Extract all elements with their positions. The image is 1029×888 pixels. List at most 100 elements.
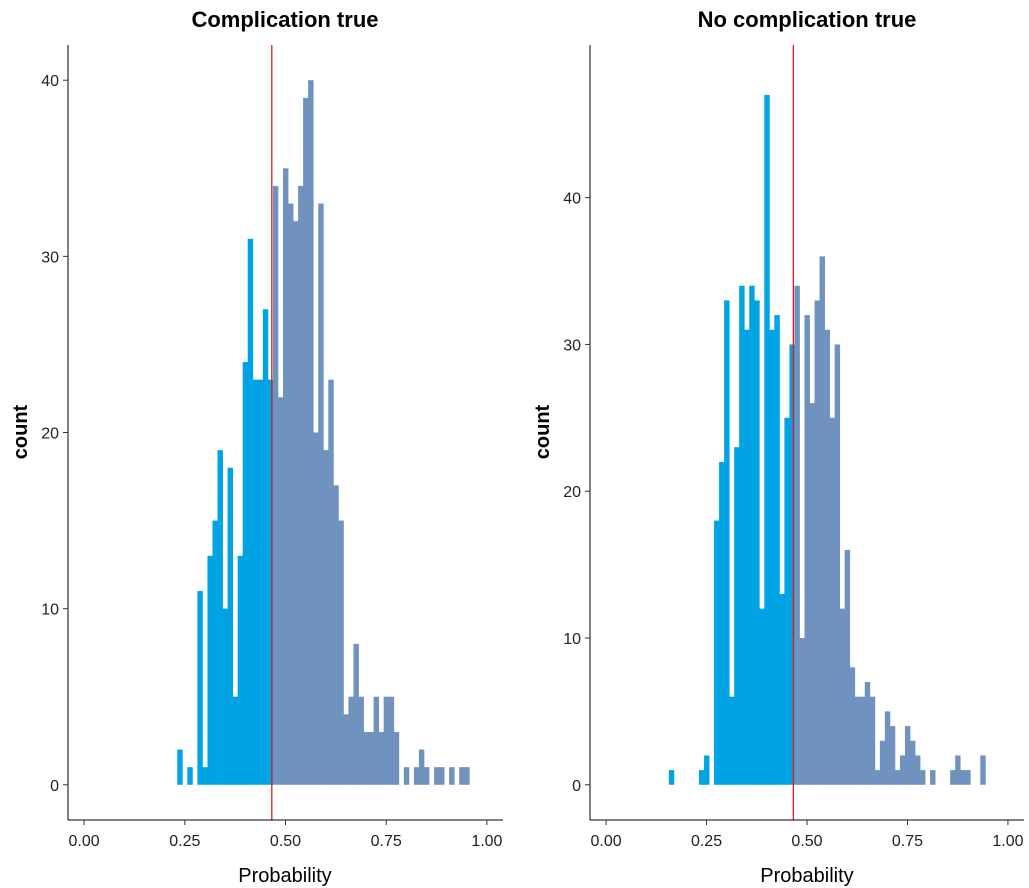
histogram-bar bbox=[704, 755, 710, 785]
histogram-bar bbox=[779, 593, 785, 785]
histogram-bar bbox=[222, 608, 228, 785]
histogram-bar bbox=[363, 731, 369, 785]
x-ticks: 0.00 0.25 0.50 0.75 1.00 bbox=[69, 820, 503, 850]
histogram-bar bbox=[819, 256, 825, 785]
histogram-bar bbox=[393, 731, 400, 785]
histogram-bar bbox=[744, 329, 750, 785]
histogram-bar bbox=[177, 749, 183, 785]
histogram-bar bbox=[930, 770, 936, 785]
histogram-bar bbox=[267, 379, 274, 785]
histogram-bar bbox=[247, 238, 254, 785]
histogram-bar bbox=[439, 767, 445, 785]
x-tick-label: 1.00 bbox=[471, 833, 502, 850]
histogram-bar bbox=[889, 726, 896, 785]
y-tick-label: 10 bbox=[41, 602, 59, 619]
histogram-bar bbox=[699, 770, 705, 785]
histogram-bar bbox=[869, 696, 876, 785]
histogram-bar bbox=[734, 447, 740, 785]
histogram-bar bbox=[313, 432, 319, 785]
histogram-bar bbox=[894, 770, 901, 785]
y-ticks: 0 10 20 30 40 bbox=[41, 73, 68, 795]
x-tick-label: 0.00 bbox=[69, 833, 100, 850]
histogram-bar bbox=[839, 608, 846, 785]
panel-title: Complication true bbox=[191, 7, 378, 32]
histogram-bar bbox=[764, 94, 770, 785]
histogram-bar bbox=[754, 300, 760, 785]
histogram-bar bbox=[368, 731, 374, 785]
histogram-bar bbox=[187, 767, 193, 785]
histogram-bar bbox=[403, 767, 410, 785]
histogram-bar bbox=[343, 714, 349, 785]
histogram-bar bbox=[293, 221, 299, 785]
histogram-bar bbox=[899, 755, 906, 785]
y-tick-label: 20 bbox=[41, 426, 59, 443]
histogram-bar bbox=[739, 285, 745, 785]
histogram-bar bbox=[212, 520, 218, 785]
histogram-bar bbox=[232, 696, 239, 785]
histogram-bar bbox=[915, 755, 921, 785]
histogram-bar bbox=[272, 185, 279, 785]
histogram-bar bbox=[774, 315, 780, 785]
histogram-bar bbox=[844, 549, 851, 785]
histogram-bar bbox=[449, 767, 455, 785]
y-axis-title: count bbox=[532, 404, 554, 459]
histogram-bar bbox=[769, 329, 775, 785]
histogram-bar bbox=[227, 467, 234, 785]
histogram-bar bbox=[884, 711, 891, 785]
x-tick-label: 0.00 bbox=[591, 833, 622, 850]
histogram-bar bbox=[464, 767, 470, 785]
histogram-bar bbox=[724, 300, 730, 785]
histogram-bar bbox=[719, 461, 725, 785]
histogram-bar bbox=[859, 696, 866, 785]
y-ticks: 0 10 20 30 40 bbox=[563, 191, 590, 795]
histogram-bar bbox=[413, 767, 420, 785]
histogram-bar bbox=[323, 450, 329, 785]
y-axis-title: count bbox=[10, 404, 32, 459]
y-tick-label: 30 bbox=[41, 249, 59, 266]
histogram-bar bbox=[980, 755, 986, 785]
histogram-bar bbox=[434, 767, 440, 785]
histogram-bar bbox=[824, 329, 830, 785]
histogram-bars bbox=[177, 80, 470, 785]
histogram-bar bbox=[794, 285, 800, 785]
histogram-bar bbox=[282, 168, 289, 785]
histogram-bar bbox=[257, 379, 264, 785]
histogram-bar bbox=[879, 740, 886, 785]
histogram-bar bbox=[318, 203, 324, 785]
x-tick-label: 0.50 bbox=[791, 833, 822, 850]
histogram-bar bbox=[388, 696, 395, 785]
histogram-bar bbox=[965, 770, 971, 785]
histogram-bar bbox=[814, 300, 820, 785]
histogram-bar bbox=[784, 417, 790, 785]
y-tick-label: 30 bbox=[563, 337, 581, 354]
x-tick-label: 0.25 bbox=[169, 833, 200, 850]
histogram-bar bbox=[729, 696, 735, 785]
histogram-bar bbox=[378, 731, 385, 785]
histogram-bar bbox=[303, 97, 309, 785]
histogram-bar bbox=[418, 749, 425, 785]
histogram-bar bbox=[950, 770, 956, 785]
histogram-bar bbox=[829, 417, 836, 785]
histogram-bar bbox=[262, 309, 269, 785]
panel-title: No complication true bbox=[698, 7, 917, 32]
histogram-bar bbox=[864, 682, 871, 785]
x-tick-label: 0.50 bbox=[270, 833, 301, 850]
x-axis-title: Probability bbox=[238, 865, 331, 887]
histogram-bar bbox=[904, 726, 911, 785]
histogram-bar bbox=[298, 185, 304, 785]
histogram-bar bbox=[373, 696, 380, 785]
y-tick-label: 10 bbox=[563, 631, 581, 648]
y-tick-label: 40 bbox=[563, 191, 581, 208]
histogram-bar bbox=[459, 767, 465, 785]
histogram-bar bbox=[358, 696, 364, 785]
x-tick-label: 0.25 bbox=[691, 833, 722, 850]
panel-complication-true: Complication true 0 10 20 30 40 0.00 0.25 0.50… bbox=[10, 7, 503, 887]
x-ticks: 0.00 0.25 0.50 0.75 1.00 bbox=[591, 820, 1024, 850]
histogram-bar bbox=[668, 770, 675, 785]
histogram-bar bbox=[423, 767, 430, 785]
x-tick-label: 1.00 bbox=[992, 833, 1023, 850]
histogram-bar bbox=[348, 696, 354, 785]
histogram-bar bbox=[789, 344, 795, 785]
histogram-bar bbox=[854, 696, 861, 785]
